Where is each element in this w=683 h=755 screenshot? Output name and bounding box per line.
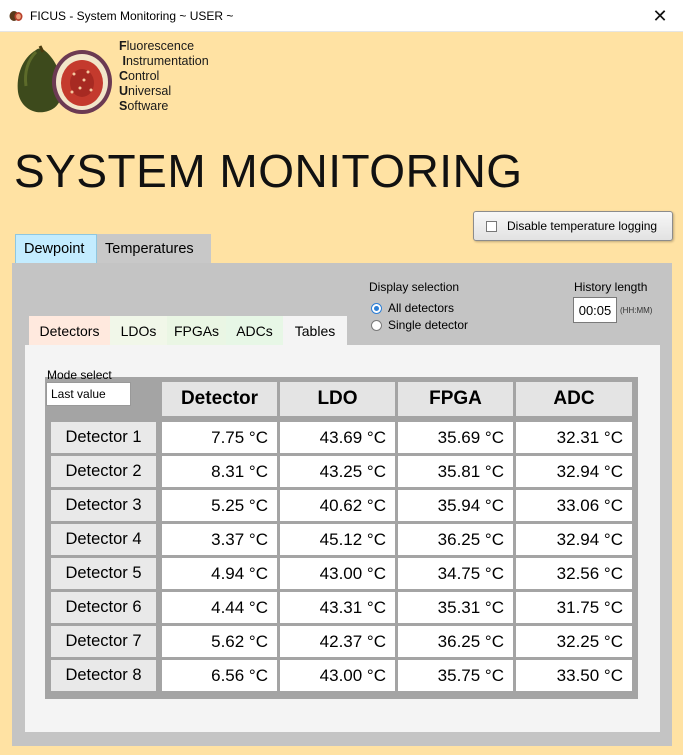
table-cell: 34.75 °C	[398, 558, 513, 589]
table-cell: 45.12 °C	[280, 524, 395, 555]
table-cell: 8.31 °C	[162, 456, 277, 487]
table-cell: 35.75 °C	[398, 660, 513, 691]
tab-detectors[interactable]: Detectors	[29, 316, 110, 345]
app-icon	[9, 11, 23, 21]
table-cell: 32.56 °C	[516, 558, 632, 589]
acronym-block: Fluorescence Instrumentation Control Uni…	[119, 39, 209, 114]
table-cell: 33.06 °C	[516, 490, 632, 521]
row-header: Detector 1	[51, 422, 156, 453]
row-header: Detector 4	[51, 524, 156, 555]
tab-adcs[interactable]: ADCs	[226, 316, 283, 345]
fig-logo	[17, 45, 112, 114]
table-cell: 35.81 °C	[398, 456, 513, 487]
table-cell: 32.94 °C	[516, 456, 632, 487]
acronym-line: Software	[119, 99, 169, 113]
table-cell: 35.31 °C	[398, 592, 513, 623]
table-cell: 7.75 °C	[162, 422, 277, 453]
close-icon: ✕	[652, 5, 668, 26]
table-cell: 3.37 °C	[162, 524, 277, 555]
table-cell: 5.62 °C	[162, 626, 277, 657]
checkbox-icon	[486, 220, 497, 232]
table-cell: 40.62 °C	[280, 490, 395, 521]
radio-all-detectors[interactable]: All detectors	[371, 301, 454, 315]
table-cell: 43.69 °C	[280, 422, 395, 453]
acronym-line: Control	[119, 69, 160, 83]
acronym-line: Fluorescence	[119, 39, 195, 53]
table-cell: 4.44 °C	[162, 592, 277, 623]
table-cell: 32.31 °C	[516, 422, 632, 453]
tab-fpgas[interactable]: FPGAs	[167, 316, 226, 345]
tab-ldos[interactable]: LDOs	[110, 316, 167, 345]
title-bar: FICUS - System Monitoring ~ USER ~ ✕	[0, 0, 683, 32]
tab-temperatures[interactable]: Temperatures	[97, 234, 211, 263]
table-cell: 36.25 °C	[398, 524, 513, 555]
table-cell: 4.94 °C	[162, 558, 277, 589]
column-header-ldo: LDO	[280, 382, 395, 416]
row-header: Detector 7	[51, 626, 156, 657]
display-selection-label: Display selection	[369, 280, 460, 294]
close-button[interactable]: ✕	[637, 0, 683, 32]
history-length-input[interactable]: 00:05	[573, 297, 617, 323]
table-cell: 35.94 °C	[398, 490, 513, 521]
row-header: Detector 5	[51, 558, 156, 589]
table-cell: 43.25 °C	[280, 456, 395, 487]
table-cell: 5.25 °C	[162, 490, 277, 521]
table-cell: 43.00 °C	[280, 660, 395, 691]
mode-select-label: Mode select	[47, 368, 112, 382]
table-cell: 31.75 °C	[516, 592, 632, 623]
table-cell: 32.94 °C	[516, 524, 632, 555]
table-cell: 6.56 °C	[162, 660, 277, 691]
row-header: Detector 6	[51, 592, 156, 623]
table-cell: 36.25 °C	[398, 626, 513, 657]
table-cell: 35.69 °C	[398, 422, 513, 453]
radio-single-detector[interactable]: Single detector	[371, 318, 468, 332]
acronym-line: Instrumentation	[122, 54, 209, 68]
radio-unselected-icon	[371, 319, 382, 331]
table-cell: 32.25 °C	[516, 626, 632, 657]
row-header: Detector 8	[51, 660, 156, 691]
history-length-label: History length	[574, 280, 648, 294]
disable-logging-label: Disable temperature logging	[507, 219, 658, 233]
radio-selected-icon	[371, 302, 382, 314]
column-header-fpga: FPGA	[398, 382, 513, 416]
table-cell: 43.00 °C	[280, 558, 395, 589]
history-length-unit: (HH:MM)	[620, 306, 653, 315]
mode-select-dropdown[interactable]: Last value	[46, 382, 131, 406]
row-header: Detector 2	[51, 456, 156, 487]
column-header-adc: ADC	[516, 382, 632, 416]
table-cell: 43.31 °C	[280, 592, 395, 623]
row-header: Detector 3	[51, 490, 156, 521]
table-cell: 33.50 °C	[516, 660, 632, 691]
disable-temperature-logging-checkbox[interactable]: Disable temperature logging	[473, 211, 673, 241]
page-title: SYSTEM MONITORING	[14, 145, 523, 197]
tab-tables[interactable]: Tables	[283, 316, 347, 346]
column-header-detector: Detector	[162, 382, 277, 416]
tab-dewpoint[interactable]: Dewpoint	[15, 234, 97, 263]
acronym-line: Universal	[119, 84, 172, 98]
table-cell: 42.37 °C	[280, 626, 395, 657]
window-title: FICUS - System Monitoring ~ USER ~	[30, 9, 234, 23]
